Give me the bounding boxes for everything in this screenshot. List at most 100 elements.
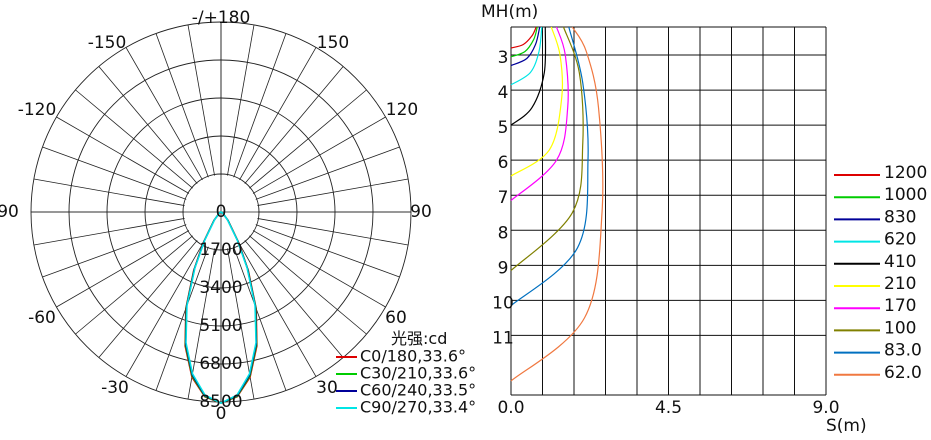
radial-tick-label: 1700 (199, 240, 242, 260)
x-axis-title: S(m) (826, 416, 867, 435)
isolux-grid (510, 26, 827, 396)
polar-labels: -/+180 -150 150 -120 120 -90 90 -60 60 -30 30 0 0 170… (0, 8, 432, 424)
isolux-curve-1000 (510, 26, 538, 58)
y-tick-label: 5 (498, 118, 509, 138)
radial-tick-label: 6800 (199, 354, 242, 374)
radial-tick-label: 5100 (199, 316, 242, 336)
isolux-legend-label: 830 (884, 207, 916, 227)
polar-ring (68, 59, 374, 365)
legend-label: C90/270,33.4° (360, 398, 476, 417)
y-tick-label: 7 (498, 188, 509, 208)
angle-label: -/+180 (192, 8, 251, 28)
y-tick-label: 9 (498, 258, 509, 278)
y-tick-label: 11 (492, 328, 514, 348)
angle-label: 60 (385, 308, 407, 328)
angle-label: 150 (317, 33, 349, 53)
angle-label: -120 (18, 100, 57, 120)
isolux-curve-210 (510, 26, 564, 177)
isolux-curve-83.0 (510, 26, 589, 307)
polar-ring (182, 173, 260, 251)
isolux-curve-410 (510, 26, 547, 126)
polar-spoke (33, 218, 185, 246)
polar-curves (184, 211, 258, 404)
polar-spoke (56, 230, 190, 308)
isolux-labels: MH(m) S(m) 3 4 5 6 7 8 9 10 11 0.0 4.5 9.0 (481, 2, 867, 436)
y-tick-label: 10 (492, 293, 514, 313)
radial-tick-label: 0 (216, 202, 227, 222)
isolux-legend-label: 1000 (884, 185, 927, 205)
polar-spoke (75, 235, 193, 335)
polar-spoke (257, 218, 409, 246)
polar-spoke (249, 235, 367, 335)
polar-spoke (98, 240, 198, 358)
polar-spoke (244, 240, 344, 358)
x-tick-label: 0.0 (497, 398, 524, 418)
radial-tick-label: 8500 (199, 392, 242, 412)
polar-spoke (42, 146, 187, 200)
angle-label: -30 (101, 378, 129, 398)
y-tick-label: 6 (498, 153, 509, 173)
angle-label: 90 (410, 202, 432, 222)
angle-label: 120 (386, 100, 418, 120)
y-tick-label: 8 (498, 223, 509, 243)
isolux-curve-100 (510, 26, 584, 272)
polar-grid (30, 21, 412, 403)
isolux-legend-label: 1200 (884, 163, 927, 183)
y-tick-label: 4 (498, 83, 509, 103)
legend-label: C30/210,33.6° (360, 364, 476, 383)
isolux-legend-label: 62.0 (884, 363, 922, 383)
polar-spoke (125, 243, 203, 377)
radial-tick-label: 3400 (199, 278, 242, 298)
polar-spoke (227, 24, 255, 176)
isolux-curve-620 (510, 26, 543, 86)
polar-spoke (33, 178, 185, 206)
polar-spoke (98, 66, 198, 184)
isolux-legend-label: 83.0 (884, 341, 922, 361)
polar-spoke (252, 116, 386, 194)
legend-label: C60/240,33.5° (360, 381, 476, 400)
x-tick-label: 9.0 (812, 398, 839, 418)
polar-spoke (239, 47, 317, 181)
isolux-curve-830 (510, 26, 541, 67)
polar-spoke (56, 116, 190, 194)
polar-spoke (244, 66, 344, 184)
isolux-legend-label: 100 (884, 318, 916, 338)
polar-spoke (257, 178, 409, 206)
legend-label: C0/180,33.6° (360, 347, 466, 366)
angle-label: -150 (88, 33, 127, 53)
polar-spoke (155, 246, 209, 391)
polar-legend: 光强:cd C0/180,33.6°C30/210,33.6°C60/240,3… (336, 329, 476, 417)
angle-label: -90 (0, 202, 19, 222)
unit-label: 光强:cd (391, 329, 447, 348)
isolux-legend-label: 620 (884, 230, 916, 250)
polar-spoke (233, 246, 287, 391)
polar-spoke (255, 146, 400, 200)
y-axis-title: MH(m) (481, 2, 538, 22)
angle-label: 30 (316, 378, 338, 398)
polar-spoke (125, 47, 203, 181)
polar-ring (30, 21, 412, 403)
isolux-legend-label: 210 (884, 274, 916, 294)
polar-spoke (249, 89, 367, 189)
polar-ring (106, 97, 336, 327)
polar-spoke (252, 230, 386, 308)
polar-spoke (42, 224, 187, 278)
x-tick-label: 4.5 (655, 398, 682, 418)
polar-ring (144, 135, 298, 289)
angle-label: -60 (28, 308, 56, 328)
isolux-curve-1200 (510, 26, 537, 49)
isolux-curve-170 (510, 26, 569, 201)
isolux-curves (510, 26, 604, 382)
polar-spoke (187, 24, 215, 176)
angle-label: 0 (216, 404, 227, 424)
polar-curve-4 (185, 211, 257, 404)
polar-spoke (255, 224, 400, 278)
y-tick-label: 3 (498, 48, 509, 68)
polar-spoke (239, 243, 317, 377)
isolux-legend-label: 170 (884, 296, 916, 316)
polar-spoke (155, 33, 209, 178)
isolux-legend-label: 410 (884, 252, 916, 272)
